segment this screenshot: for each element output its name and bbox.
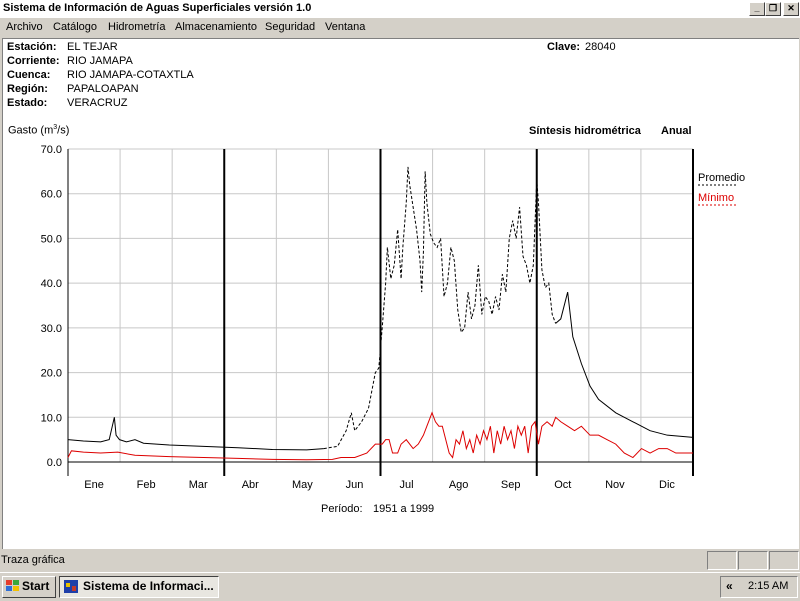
x-tick-label: Abr	[242, 479, 259, 491]
y-tick-label: 70.0	[41, 144, 62, 156]
status-bar: Traza gráfica	[0, 550, 800, 570]
hydrometric-chart: 0.0 10.0 20.0 30.0 40.0 50.0 60.0 70.0 Ene Feb Mar…	[41, 144, 746, 491]
restore-button[interactable]: ❐	[765, 2, 781, 16]
basin-label: Cuenca:	[7, 69, 51, 81]
chart-window: Estación: EL TEJAR Corriente: RIO JAMAPA…	[2, 38, 799, 549]
menu-archivo[interactable]: Archivo	[6, 21, 43, 33]
station-value: EL TEJAR	[67, 41, 118, 53]
series-promedio-line-dashed	[323, 166, 557, 450]
legend-label: Promedio	[698, 172, 745, 184]
x-tick-label: Dic	[659, 479, 675, 491]
region-value: PAPALOAPAN	[67, 83, 139, 95]
stream-value: RIO JAMAPA	[67, 55, 133, 67]
x-tick-label: Nov	[605, 479, 625, 491]
y-tick-label: 10.0	[41, 412, 62, 424]
tray-expand-icon[interactable]: «	[726, 579, 733, 593]
taskbar-window-button[interactable]: Sistema de Informaci...	[59, 576, 219, 598]
period-value: 1951 a 1999	[373, 503, 435, 515]
taskbar: Start Sistema de Informaci... « 2:15 AM	[0, 572, 800, 601]
x-tick-label: Oct	[554, 479, 571, 491]
x-tick-label: Jun	[346, 479, 364, 491]
legend-label: Mínimo	[698, 192, 734, 204]
x-tick-label: Mar	[189, 479, 208, 491]
y-tick-label: 50.0	[41, 233, 62, 245]
system-tray: « 2:15 AM	[720, 576, 798, 598]
y-tick-label: 20.0	[41, 368, 62, 380]
y-tick-label: 60.0	[41, 189, 62, 201]
windows-logo-icon	[6, 580, 19, 592]
minimize-button[interactable]: _	[749, 2, 765, 16]
app-icon	[64, 580, 78, 593]
basin-value: RIO JAMAPA-COTAXTLA	[67, 69, 194, 81]
state-value: VERACRUZ	[67, 97, 128, 109]
y-tick-label: 0.0	[47, 457, 62, 469]
window-title-bar: Sistema de Información de Aguas Superfic…	[0, 0, 800, 19]
series-promedio-line	[555, 291, 694, 438]
window-title: Sistema de Información de Aguas Superfic…	[3, 2, 312, 14]
y-tick-label: 40.0	[41, 278, 62, 290]
close-button[interactable]: ✕	[783, 2, 799, 16]
state-label: Estado:	[7, 97, 48, 109]
station-label: Estación:	[7, 41, 57, 53]
y-axis-label: Gasto (m3/s)	[8, 124, 70, 137]
menu-catalogo[interactable]: Catálogo	[53, 21, 98, 33]
status-text: Traza gráfica	[1, 554, 65, 566]
clave-value: 28040	[585, 41, 616, 53]
taskbar-window-label: Sistema de Informaci...	[83, 579, 214, 593]
status-panel	[738, 551, 768, 570]
series-minimo-line	[67, 411, 693, 461]
start-label: Start	[22, 579, 50, 593]
menu-almacenamiento[interactable]: Almacenamiento	[175, 21, 257, 33]
region-label: Región:	[7, 83, 48, 95]
x-tick-label: May	[292, 479, 313, 491]
x-tick-label: Feb	[137, 479, 156, 491]
synthesis-title: Síntesis hidrométrica	[529, 125, 641, 137]
status-panel	[769, 551, 799, 570]
period-type: Anual	[661, 125, 692, 137]
x-tick-label: Ene	[84, 479, 104, 491]
menu-bar: Archivo Catálogo Hidrometría Almacenamie…	[0, 18, 800, 37]
x-tick-label: Sep	[501, 479, 521, 491]
stream-label: Corriente:	[7, 55, 60, 67]
status-panel	[707, 551, 737, 570]
clock: 2:15 AM	[748, 580, 789, 592]
menu-seguridad[interactable]: Seguridad	[265, 21, 316, 33]
x-tick-label: Jul	[400, 479, 414, 491]
menu-hidrometria[interactable]: Hidrometría	[108, 21, 166, 33]
y-tick-label: 30.0	[41, 323, 62, 335]
series-promedio-line	[67, 417, 324, 451]
clave-label: Clave:	[547, 41, 581, 53]
menu-ventana[interactable]: Ventana	[325, 21, 366, 33]
start-button[interactable]: Start	[2, 576, 56, 598]
period-label: Período:	[321, 503, 363, 515]
x-tick-label: Ago	[449, 479, 469, 491]
